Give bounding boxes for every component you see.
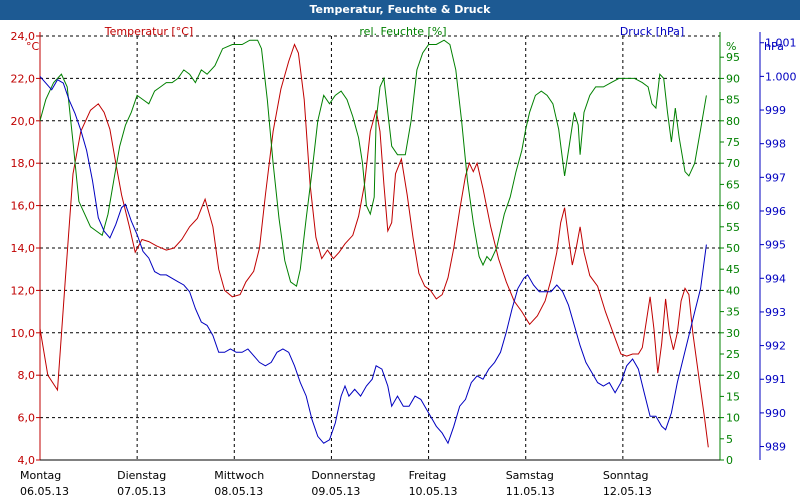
humidity-line [39, 39, 707, 288]
humidity-tick-label: 65 [726, 178, 740, 191]
pressure-tick-label: 989 [765, 441, 786, 454]
window-title: Temperatur, Feuchte & Druck [0, 0, 800, 20]
x-day-label: Freitag [409, 469, 447, 482]
temp-tick-label: 4,0 [18, 454, 36, 467]
legend-humidity: rel. Feuchte [%] [359, 25, 446, 38]
humidity-tick-label: 15 [726, 390, 740, 403]
series-lines [39, 39, 709, 448]
x-day-label: Donnerstag [311, 469, 375, 482]
humidity-tick-label: 55 [726, 221, 740, 234]
chart: 4,0 6,0 8,0 10,0 12,0 14,0 16,0 18,0 20,0 22,0 24,… [0, 20, 800, 500]
pressure-tick-label: 999 [765, 104, 786, 117]
humidity-tick-label: 50 [726, 242, 740, 255]
temp-tick-label: 24,0 [11, 30, 36, 43]
legend: Temperatur [°C] rel. Feuchte [%] Druck [hP… [104, 25, 684, 38]
x-date-label: 06.05.13 [20, 485, 69, 498]
humidity-tick-label: 30 [726, 327, 740, 340]
humidity-tick-label: 80 [726, 115, 740, 128]
pressure-tick-label: 994 [765, 272, 786, 285]
pressure-unit-label: hPa [764, 40, 784, 53]
pressure-tick-label: 1.000 [765, 70, 797, 83]
humidity-tick-label: % [726, 40, 736, 53]
pressure-line [39, 76, 707, 445]
temp-tick-label: 20,0 [11, 115, 36, 128]
temp-tick-label: 22,0 [11, 72, 36, 85]
humidity-tick-label: 60 [726, 200, 740, 213]
temp-tick-label: 12,0 [11, 284, 36, 297]
humidity-tick-label: 40 [726, 284, 740, 297]
temp-tick-label: 14,0 [11, 242, 36, 255]
x-date-label: 09.05.13 [311, 485, 360, 498]
humidity-tick-label: 45 [726, 263, 740, 276]
pressure-tick-label: 992 [765, 340, 786, 353]
x-day-label: Mittwoch [214, 469, 264, 482]
temp-tick-label: 16,0 [11, 200, 36, 213]
x-date-label: 07.05.13 [117, 485, 166, 498]
x-day-label: Dienstag [117, 469, 166, 482]
humidity-tick-label: 95 [726, 51, 740, 64]
humidity-tick-label: 0 [726, 454, 733, 467]
temp-tick-label: 6,0 [18, 412, 36, 425]
axis-labels: 4,0 6,0 8,0 10,0 12,0 14,0 16,0 18,0 20,0 22,0 24,… [11, 30, 797, 498]
humidity-tick-label: 85 [726, 94, 740, 107]
pressure-tick-label: 993 [765, 306, 786, 319]
temp-unit-label: °C [26, 40, 40, 53]
x-day-label: Sonntag [603, 469, 649, 482]
humidity-tick-label: 70 [726, 157, 740, 170]
pressure-tick-label: 997 [765, 171, 786, 184]
humidity-tick-label: 5 [726, 433, 733, 446]
pressure-tick-label: 990 [765, 407, 786, 420]
humidity-tick-label: 75 [726, 136, 740, 149]
axes [36, 32, 764, 461]
humidity-tick-label: 20 [726, 369, 740, 382]
pressure-tick-label: 996 [765, 205, 786, 218]
pressure-tick-label: 1.001 [765, 37, 797, 50]
legend-temperature: Temperatur [°C] [104, 25, 193, 38]
humidity-tick-label: 90 [726, 72, 740, 85]
legend-pressure: Druck [hPa] [620, 25, 684, 38]
x-date-label: 11.05.13 [506, 485, 555, 498]
pressure-tick-label: 995 [765, 239, 786, 252]
pressure-tick-label: 991 [765, 373, 786, 386]
humidity-tick-label: 10 [726, 412, 740, 425]
temp-tick-label: 10,0 [11, 327, 36, 340]
grid [40, 35, 721, 461]
temperature-line [39, 43, 709, 448]
humidity-tick-label: 25 [726, 348, 740, 361]
temp-tick-label: 18,0 [11, 157, 36, 170]
temp-tick-label: 8,0 [18, 369, 36, 382]
x-day-label: Samstag [506, 469, 554, 482]
x-day-label: Montag [20, 469, 61, 482]
x-date-label: 08.05.13 [214, 485, 263, 498]
x-date-label: 12.05.13 [603, 485, 652, 498]
x-date-label: 10.05.13 [409, 485, 458, 498]
humidity-tick-label: 35 [726, 306, 740, 319]
pressure-tick-label: 998 [765, 138, 786, 151]
